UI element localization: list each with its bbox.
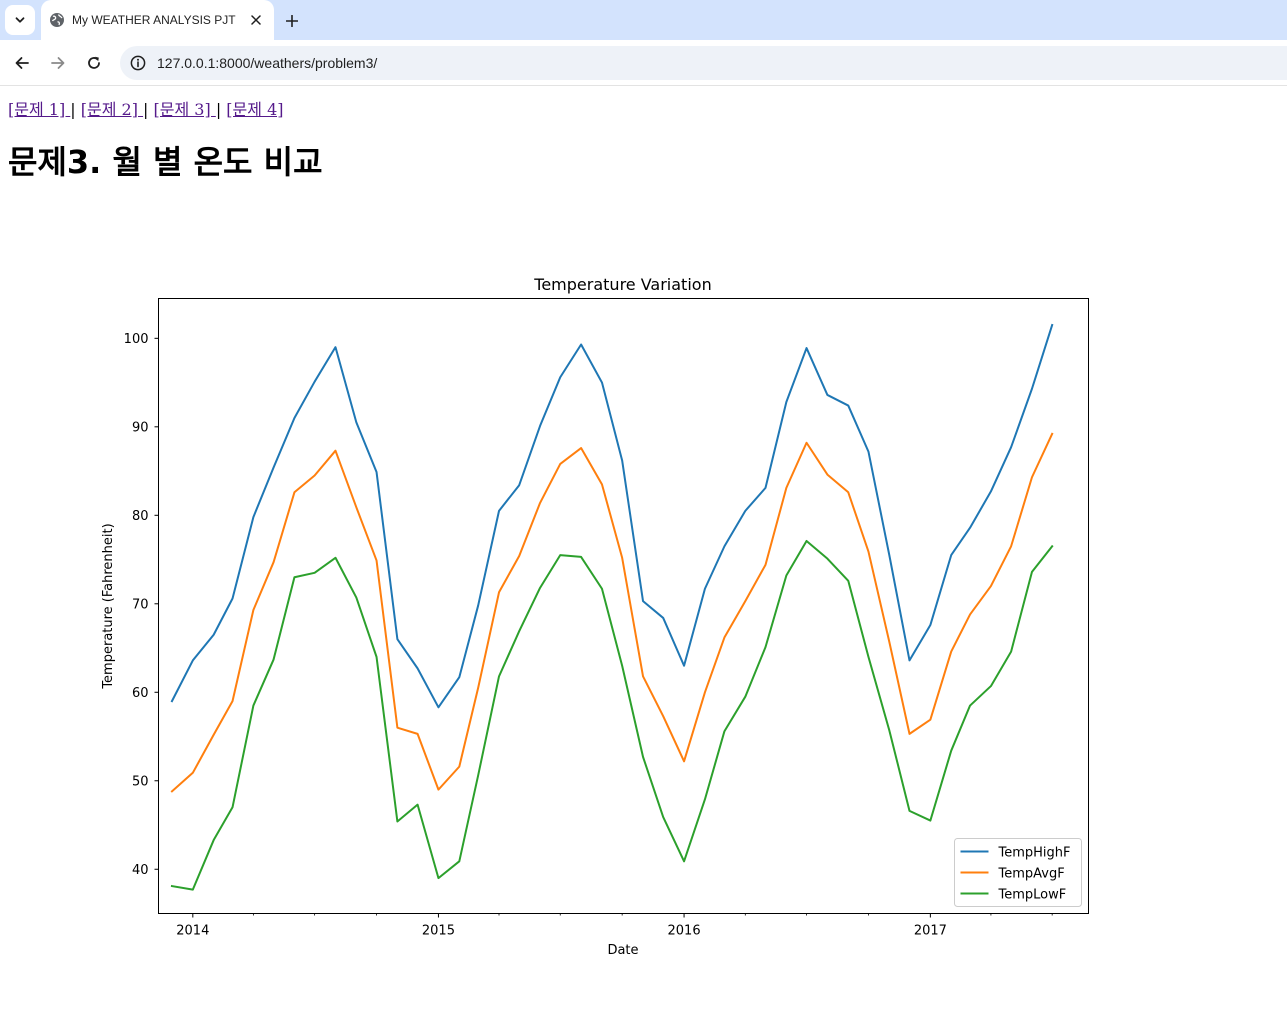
tab-title: My WEATHER ANALYSIS PJT bbox=[72, 13, 236, 27]
close-icon bbox=[251, 15, 261, 25]
new-tab-button[interactable] bbox=[280, 9, 304, 33]
nav-link-problem-1[interactable]: [문제 1] bbox=[8, 100, 71, 119]
problem-nav: [문제 1] | [문제 2] | [문제 3] | [문제 4] bbox=[8, 96, 284, 120]
forward-button[interactable] bbox=[45, 50, 71, 76]
nav-link-problem-4[interactable]: [문제 4] bbox=[226, 100, 284, 119]
nav-link-problem-2[interactable]: [문제 2] bbox=[80, 100, 144, 119]
browser-toolbar: 127.0.0.1:8000/weathers/problem3/ bbox=[0, 40, 1287, 86]
nav-link-problem-3[interactable]: [문제 3] bbox=[153, 100, 216, 119]
reload-icon bbox=[88, 56, 100, 69]
tab-close-button[interactable] bbox=[247, 11, 265, 29]
page-title: 문제3. 월 별 온도 비교 bbox=[8, 143, 323, 181]
arrow-right-icon bbox=[51, 57, 65, 69]
nav-separator: | bbox=[143, 100, 154, 119]
page-content: [문제 1] | [문제 2] | [문제 3] | [문제 4] 문제3. 월… bbox=[0, 87, 1287, 1013]
browser-tab[interactable]: My WEATHER ANALYSIS PJT bbox=[41, 0, 274, 40]
nav-separator: | bbox=[215, 100, 227, 119]
url-text[interactable]: 127.0.0.1:8000/weathers/problem3/ bbox=[157, 55, 378, 71]
info-icon bbox=[130, 55, 146, 71]
address-bar[interactable]: 127.0.0.1:8000/weathers/problem3/ bbox=[120, 46, 1287, 80]
globe-icon bbox=[50, 13, 64, 27]
tab-search-button[interactable] bbox=[5, 5, 35, 35]
nav-separator: | bbox=[70, 100, 81, 119]
browser-tab-strip: My WEATHER ANALYSIS PJT bbox=[0, 0, 1287, 40]
site-info-button[interactable] bbox=[128, 53, 148, 73]
reload-button[interactable] bbox=[81, 50, 107, 76]
plus-icon bbox=[286, 15, 298, 27]
chevron-down-icon bbox=[15, 17, 25, 23]
arrow-left-icon bbox=[15, 57, 29, 69]
back-button[interactable] bbox=[9, 50, 35, 76]
